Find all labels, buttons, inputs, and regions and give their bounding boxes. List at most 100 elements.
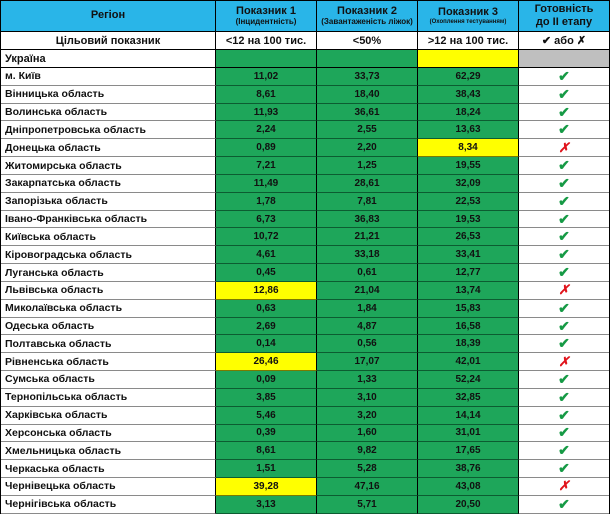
indicator1-cell: 0,89 bbox=[216, 139, 317, 158]
indicator2-cell: 36,83 bbox=[317, 210, 418, 229]
table-row: Київська область 10,72 21,21 26,53 ✔ bbox=[1, 228, 609, 247]
indicator3-cell: 43,08 bbox=[418, 478, 519, 496]
region-cell: Волинська область bbox=[1, 103, 216, 122]
indicator1-cell: 2,69 bbox=[216, 317, 317, 336]
check-icon: ✔ bbox=[558, 68, 570, 84]
readiness-cell: ✔ bbox=[519, 264, 609, 282]
indicator1-cell: 8,61 bbox=[216, 442, 317, 461]
header-readiness-line1: Готовність bbox=[534, 3, 594, 16]
indicator3-cell: 32,85 bbox=[418, 388, 519, 407]
indicator2-cell: 0,61 bbox=[317, 264, 418, 282]
region-cell: Вінницька область bbox=[1, 85, 216, 104]
table-row: Вінницька область 8,61 18,40 38,43 ✔ bbox=[1, 85, 609, 104]
table-row: Одеська область 2,69 4,87 16,58 ✔ bbox=[1, 317, 609, 336]
check-icon: ✔ bbox=[558, 246, 570, 263]
indicator2-cell: 33,73 bbox=[317, 68, 418, 86]
readiness-cell: ✔ bbox=[519, 496, 609, 514]
table-row: Тернопільська область 3,85 3,10 32,85 ✔ bbox=[1, 388, 609, 407]
target-row: Цільовий показник <12 на 100 тис. <50% >… bbox=[1, 32, 609, 50]
readiness-cell: ✔ bbox=[519, 371, 609, 389]
header-readiness-line2: до ІІ етапу bbox=[535, 16, 593, 28]
table-row: Дніпропетровська область 2,24 2,55 13,63 ✔ bbox=[1, 121, 609, 140]
table-row: Рівненська область 26,46 17,07 42,01 ✗ bbox=[1, 353, 609, 372]
indicator3-cell: 52,24 bbox=[418, 371, 519, 389]
table-row: Полтавська область 0,14 0,56 18,39 ✔ bbox=[1, 335, 609, 354]
check-icon: ✔ bbox=[558, 121, 570, 138]
indicator3-cell: 42,01 bbox=[418, 353, 519, 372]
header-indicator1-subtitle: (Інцидентність) bbox=[235, 16, 297, 26]
indicator1-cell: 3,13 bbox=[216, 495, 317, 514]
readiness-cell: ✔ bbox=[519, 335, 609, 354]
indicator3-cell: 31,01 bbox=[418, 424, 519, 443]
indicator2-cell: 9,82 bbox=[317, 442, 418, 461]
indicator3-cell: 19,53 bbox=[418, 210, 519, 229]
indicator1-cell: 39,28 bbox=[216, 478, 317, 496]
indicator3-cell: 33,41 bbox=[418, 246, 519, 265]
check-icon: ✔ bbox=[558, 192, 570, 209]
region-cell: Одеська область bbox=[1, 317, 216, 336]
indicator3-cell: 19,55 bbox=[418, 157, 519, 175]
indicator1-cell: 11,93 bbox=[216, 103, 317, 122]
check-icon: ✔ bbox=[558, 388, 570, 405]
indicator3-cell: 13,63 bbox=[418, 121, 519, 140]
indicator1-cell: 10,72 bbox=[216, 228, 317, 247]
indicator2-cell: 3,20 bbox=[317, 406, 418, 425]
header-indicator3-title: Показник 3 bbox=[438, 6, 498, 19]
target-readiness-value: ✔ або ✗ bbox=[541, 35, 587, 47]
indicator2-cell: 33,18 bbox=[317, 246, 418, 265]
table-row: Харківська область 5,46 3,20 14,14 ✔ bbox=[1, 406, 609, 425]
indicator1-cell: 5,46 bbox=[216, 406, 317, 425]
indicator2-cell: 36,61 bbox=[317, 103, 418, 122]
check-icon: ✔ bbox=[558, 228, 570, 245]
table-row: Луганська область 0,45 0,61 12,77 ✔ bbox=[1, 264, 609, 282]
region-cell: Сумська область bbox=[1, 371, 216, 389]
indicator1-cell: 11,02 bbox=[216, 68, 317, 86]
region-cell: Івано-Франківська область bbox=[1, 210, 216, 229]
check-icon: ✔ bbox=[558, 406, 570, 423]
cross-icon: ✗ bbox=[558, 139, 570, 155]
region-cell: Тернопільська область bbox=[1, 388, 216, 407]
indicator3-cell: 38,76 bbox=[418, 460, 519, 479]
region-cell: Закарпатська область bbox=[1, 174, 216, 193]
region-cell: Хмельницька область bbox=[1, 442, 216, 461]
indicator1-cell: 3,85 bbox=[216, 388, 317, 407]
cross-icon: ✗ bbox=[558, 282, 570, 298]
indicator3-cell: 8,34 bbox=[418, 139, 519, 158]
table-row: Хмельницька область 8,61 9,82 17,65 ✔ bbox=[1, 442, 609, 461]
region-label: Україна bbox=[5, 52, 46, 65]
readiness-cell: ✔ bbox=[519, 228, 609, 247]
indicator3-cell: 13,74 bbox=[418, 281, 519, 300]
indicator1-cell: 11,49 bbox=[216, 174, 317, 193]
table-row: Волинська область 11,93 36,61 18,24 ✔ bbox=[1, 103, 609, 122]
check-icon: ✔ bbox=[558, 495, 570, 512]
indicator1-cell: 0,09 bbox=[216, 371, 317, 389]
header-indicator2-subtitle: (Завантаженість ліжок) bbox=[321, 16, 413, 26]
readiness-cell: ✔ bbox=[519, 389, 609, 407]
indicator2-cell: 1,84 bbox=[317, 299, 418, 318]
cross-icon: ✗ bbox=[558, 478, 570, 494]
indicator2-cell: 7,81 bbox=[317, 192, 418, 211]
target-indicator3-cell: >12 на 100 тис. bbox=[418, 32, 519, 49]
check-icon: ✔ bbox=[558, 317, 570, 334]
region-cell: Кіровоградська область bbox=[1, 246, 216, 265]
table-row: Чернігівська область 3,13 5,71 20,50 ✔ bbox=[1, 495, 609, 514]
check-icon: ✔ bbox=[558, 210, 570, 227]
readiness-cell: ✔ bbox=[519, 121, 609, 140]
readiness-cell: ✔ bbox=[519, 193, 609, 211]
header-region-label: Регіон bbox=[90, 9, 126, 22]
indicator3-cell: 62,29 bbox=[418, 68, 519, 86]
indicator2-cell: 2,55 bbox=[317, 121, 418, 140]
header-indicator1-title: Показник 1 bbox=[236, 5, 296, 18]
region-cell: Запорізька область bbox=[1, 192, 216, 211]
readiness-cell: ✔ bbox=[519, 246, 609, 265]
check-icon: ✔ bbox=[558, 157, 570, 174]
header-indicator3: Показник 3 (Охоплення тестуванням) bbox=[418, 1, 519, 31]
indicator2-cell: 1,25 bbox=[317, 157, 418, 175]
region-cell: Миколаївська область bbox=[1, 299, 216, 318]
table-row: Миколаївська область 0,63 1,84 15,83 ✔ bbox=[1, 299, 609, 318]
region-cell: Львівська область bbox=[1, 281, 216, 300]
indicator3-cell: 15,83 bbox=[418, 299, 519, 318]
table-row: Львівська область 12,86 21,04 13,74 ✗ bbox=[1, 281, 609, 300]
readiness-cell: ✔ bbox=[519, 86, 609, 104]
